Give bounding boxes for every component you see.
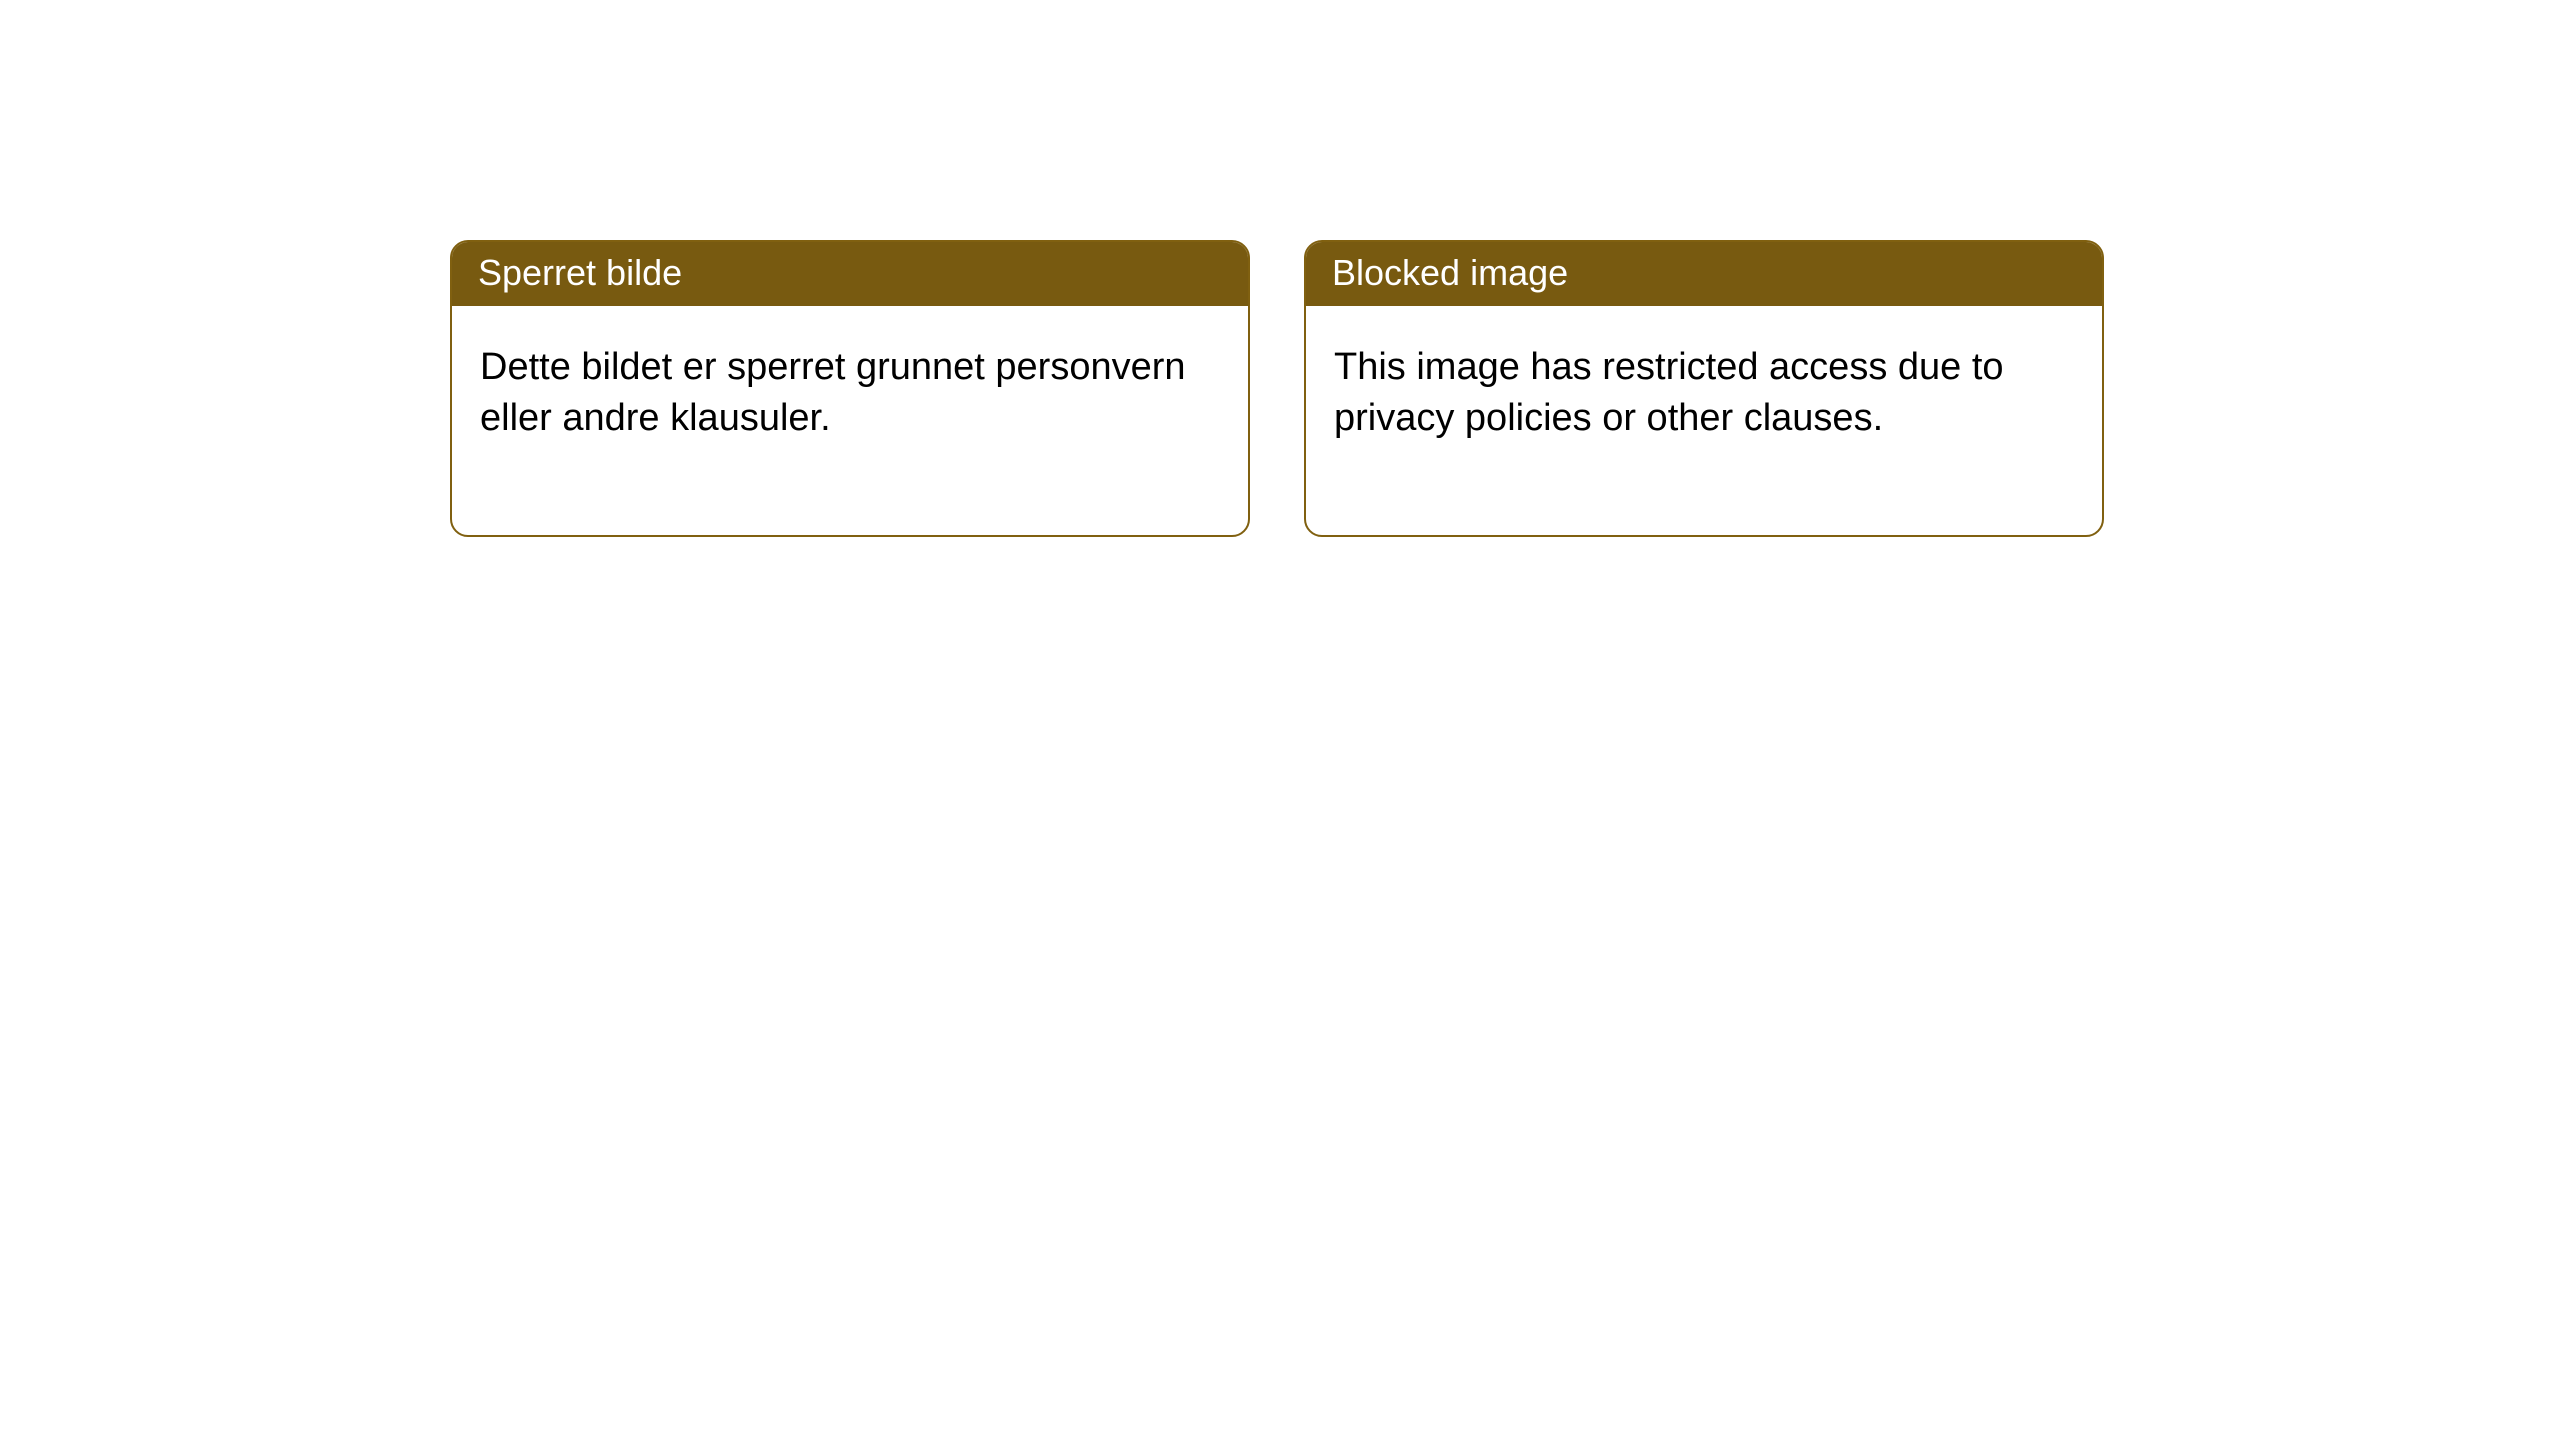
notice-title-english: Blocked image [1306,242,2102,306]
notice-title-norwegian: Sperret bilde [452,242,1248,306]
notice-body-norwegian: Dette bildet er sperret grunnet personve… [452,306,1248,535]
notice-body-english: This image has restricted access due to … [1306,306,2102,535]
notice-container: Sperret bilde Dette bildet er sperret gr… [0,0,2560,537]
notice-card-norwegian: Sperret bilde Dette bildet er sperret gr… [450,240,1250,537]
notice-card-english: Blocked image This image has restricted … [1304,240,2104,537]
